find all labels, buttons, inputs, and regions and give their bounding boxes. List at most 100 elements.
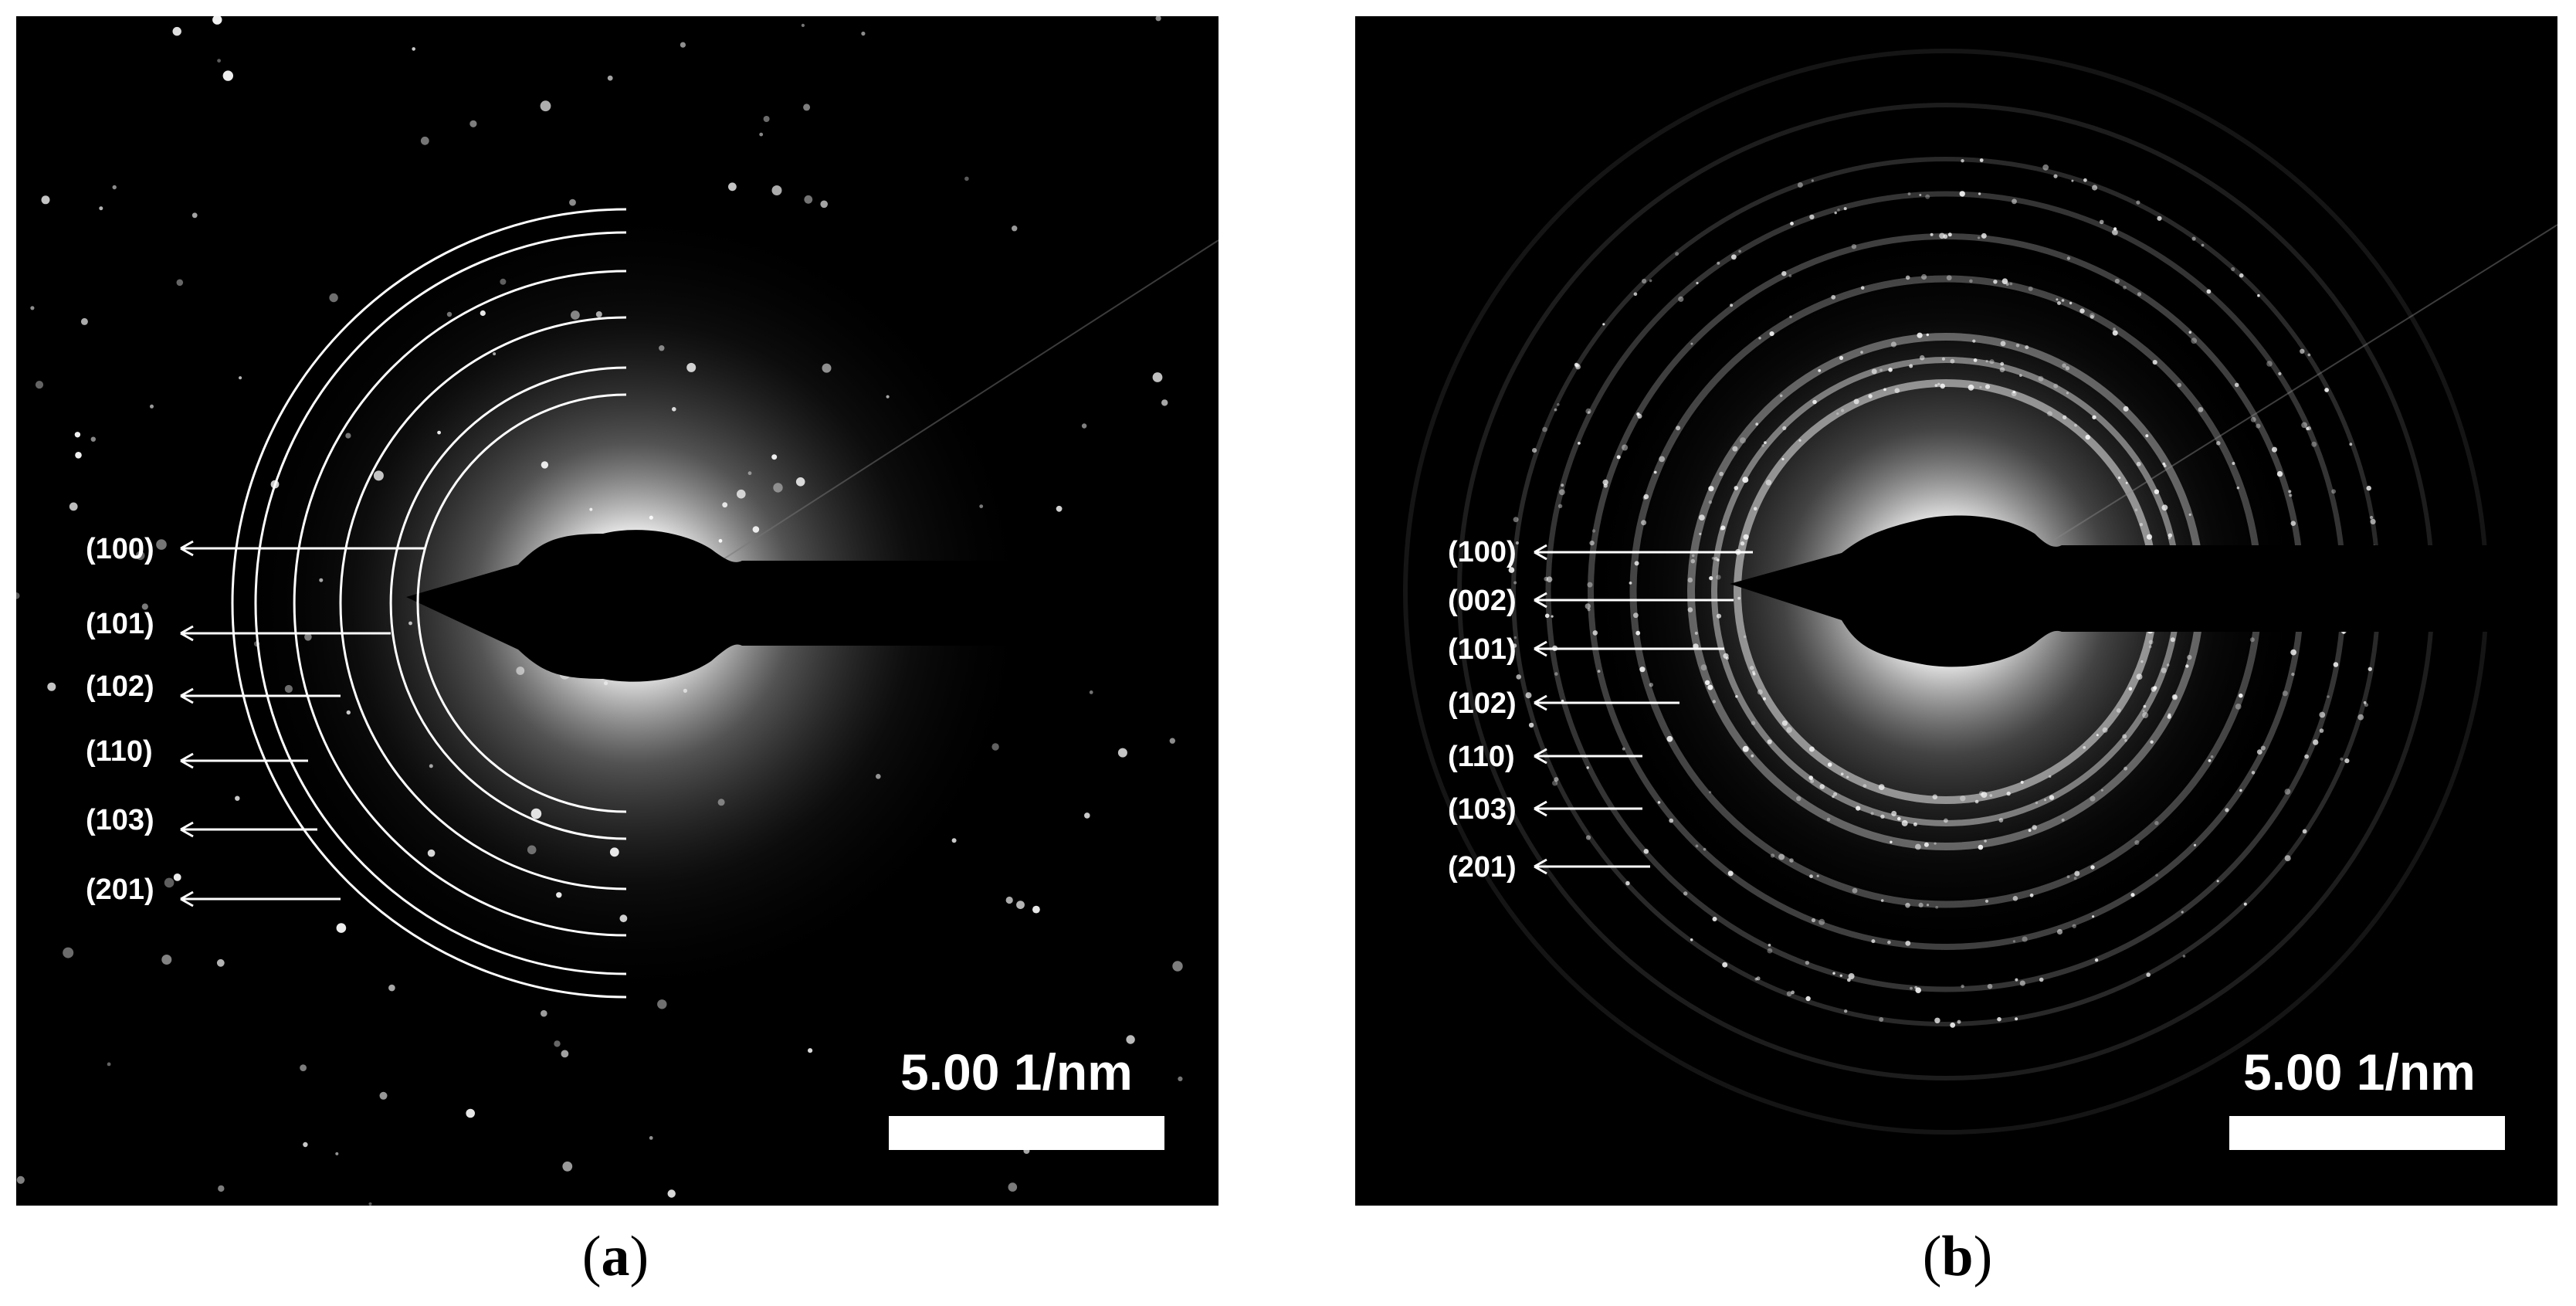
ring-speckle	[1901, 819, 1908, 826]
ring-speckle	[2290, 521, 2296, 526]
ring-speckle	[1687, 577, 1693, 583]
ring-speckle	[1852, 887, 1858, 894]
ring-speckle	[1585, 603, 1591, 609]
ring-speckle	[1819, 784, 1825, 789]
ring-speckle	[2290, 649, 2296, 656]
index-label-102: (102)	[86, 670, 341, 704]
ring-speckle	[1790, 222, 1794, 226]
diffraction-spot	[388, 984, 395, 992]
ring-speckle	[2112, 330, 2118, 336]
ring-speckle	[1959, 191, 1965, 197]
ring-speckle	[2035, 801, 2039, 805]
ring-speckle	[2324, 388, 2329, 392]
ring-speckle	[1603, 483, 1608, 488]
ring-speckle	[1853, 399, 1859, 405]
ring-speckle	[2073, 877, 2077, 880]
ring-speckle	[2146, 972, 2151, 977]
diffraction-spot	[41, 195, 50, 205]
ring-speckle	[1839, 355, 1844, 361]
diffraction-spot	[649, 1136, 653, 1140]
ring-speckle	[1700, 664, 1707, 671]
svg-text:(110): (110)	[86, 735, 153, 768]
ring-speckle	[1578, 442, 1581, 445]
ring-speckle	[1653, 470, 1657, 474]
ring-speckle	[2066, 256, 2071, 260]
ring-speckle	[1985, 899, 1989, 903]
diffraction-spot	[683, 688, 688, 694]
diffraction-spot	[820, 200, 828, 209]
diffraction-spot	[541, 1009, 547, 1017]
ring-speckle	[1950, 358, 1955, 364]
ring-speckle	[1974, 799, 1979, 804]
ring-speckle	[1740, 437, 1746, 444]
ring-speckle	[1690, 938, 1693, 941]
ring-speckle	[1989, 359, 1995, 365]
ring-speckle	[2251, 771, 2256, 775]
diffraction-spot	[801, 23, 805, 27]
ring-speckle	[1914, 985, 1918, 989]
ring-speckle	[2136, 200, 2140, 205]
ring-speckle	[1878, 784, 1885, 790]
ring-speckle	[2092, 185, 2098, 191]
ring-speckle	[1985, 360, 1988, 363]
ring-speckle	[1860, 286, 1865, 290]
ring-speckle	[1691, 554, 1695, 558]
ring-speckle	[2066, 875, 2070, 879]
ring-speckle	[2139, 523, 2144, 527]
svg-text:(100): (100)	[86, 533, 154, 565]
ring-speckle	[1915, 987, 1921, 993]
diffraction-spot	[649, 515, 653, 520]
ring-speckle	[1890, 840, 1893, 844]
ring-speckle	[2102, 727, 2108, 733]
ring-speckle	[1925, 194, 1930, 199]
ring-speckle	[1763, 697, 1766, 700]
ring-speckle	[2319, 711, 2326, 718]
ring-speckle	[1880, 814, 1885, 819]
ring-speckle	[1528, 722, 1534, 728]
ring-speckle	[2288, 490, 2292, 494]
ring-speckle	[1743, 534, 1749, 540]
diffraction-spot	[604, 681, 608, 686]
svg-text:(100): (100)	[1448, 536, 1517, 568]
ring-speckle	[2239, 693, 2243, 698]
ring-speckle	[2154, 489, 2160, 494]
diffraction-spot	[771, 454, 778, 460]
ring-speckle	[1786, 991, 1792, 997]
ring-speckle	[2185, 664, 2189, 668]
ring-speckle	[2053, 174, 2058, 178]
ring-speckle	[2099, 219, 2104, 225]
diffraction-spot	[1117, 748, 1127, 758]
ring-speckle	[2284, 855, 2291, 862]
ring-speckle	[1616, 455, 1621, 460]
ring-speckle	[1868, 394, 1873, 399]
ring-speckle	[1846, 775, 1849, 779]
ring-speckle	[2015, 344, 2020, 348]
ring-speckle	[2163, 464, 2167, 468]
ring-speckle	[2191, 236, 2196, 241]
ring-speckle	[2049, 775, 2052, 779]
ring-speckle	[1716, 613, 1722, 619]
ring-speckle	[2061, 299, 2065, 302]
ring-speckle	[1633, 292, 1638, 297]
ring-speckle	[2112, 229, 2118, 236]
ring-speckle	[1979, 385, 1982, 388]
ring-speckle	[1703, 847, 1707, 851]
ring-speckle	[1709, 576, 1713, 581]
ring-speckle	[1512, 643, 1517, 648]
ring-speckle	[1591, 529, 1596, 533]
ring-speckle	[1935, 906, 1939, 909]
ring-speckle	[1757, 689, 1763, 695]
ring-speckle	[1910, 986, 1913, 990]
ring-speckle	[1998, 818, 2004, 823]
ring-speckle	[1879, 368, 1883, 372]
ring-speckle	[1742, 745, 1749, 752]
diffraction-spot	[1081, 423, 1087, 429]
ring-speckle	[2085, 434, 2090, 440]
ring-speckle	[2090, 865, 2095, 870]
diffraction-spot	[979, 504, 984, 508]
index-label-002: (002)	[1448, 585, 1734, 617]
ring-speckle	[2100, 789, 2103, 792]
ring-speckle	[2168, 537, 2171, 540]
ring-speckle	[1575, 364, 1581, 370]
ring-speckle	[2006, 791, 2011, 796]
